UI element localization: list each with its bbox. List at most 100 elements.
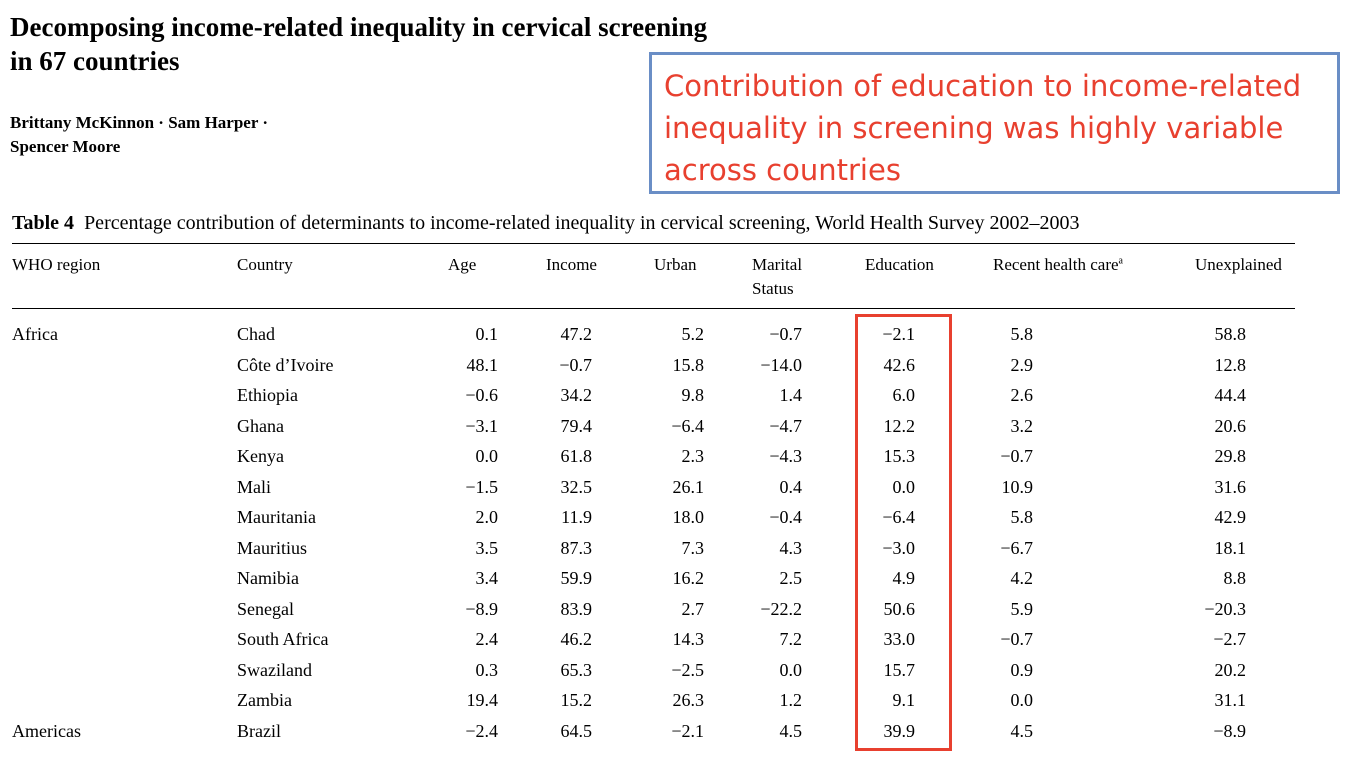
cell-country: Mali bbox=[237, 477, 271, 497]
cell-recent-care: 10.9 bbox=[1001, 477, 1034, 497]
cell-education: 15.3 bbox=[883, 446, 916, 466]
cell-marital: −4.3 bbox=[769, 446, 802, 466]
cell-unexplained: 12.8 bbox=[1214, 355, 1247, 375]
cell-education: 39.9 bbox=[883, 721, 916, 741]
footnote-marker: a bbox=[1118, 255, 1123, 267]
cell-country: Côte d’Ivoire bbox=[237, 355, 334, 375]
cell-country: Ghana bbox=[237, 416, 284, 436]
cell-age: 0.1 bbox=[475, 324, 499, 344]
table-top-rule bbox=[12, 243, 1295, 244]
paper-title-line1: Decomposing income-related inequality in… bbox=[10, 12, 708, 42]
cell-recent-care: 0.9 bbox=[1010, 660, 1034, 680]
education-column-highlight bbox=[855, 314, 952, 751]
cell-income: 32.5 bbox=[560, 477, 593, 497]
cell-unexplained: 58.8 bbox=[1214, 324, 1247, 344]
cell-unexplained: −2.7 bbox=[1213, 629, 1246, 649]
cell-urban: 5.2 bbox=[681, 324, 705, 344]
cell-age: 0.0 bbox=[475, 446, 499, 466]
cell-income: 83.9 bbox=[560, 599, 593, 619]
cell-marital: −14.0 bbox=[760, 355, 802, 375]
cell-age: −8.9 bbox=[465, 599, 498, 619]
header-who-region: WHO region bbox=[12, 255, 101, 274]
cell-urban: 15.8 bbox=[672, 355, 705, 375]
cell-marital: −22.2 bbox=[760, 599, 802, 619]
cell-marital: 7.2 bbox=[779, 629, 803, 649]
cell-income: 87.3 bbox=[560, 538, 593, 558]
cell-marital: 0.4 bbox=[779, 477, 803, 497]
cell-unexplained: 31.6 bbox=[1214, 477, 1247, 497]
table-header-rule bbox=[12, 308, 1295, 309]
cell-income: 64.5 bbox=[560, 721, 593, 741]
cell-recent-care: 2.6 bbox=[1010, 385, 1034, 405]
cell-marital: 1.4 bbox=[779, 385, 803, 405]
cell-age: 2.0 bbox=[475, 507, 499, 527]
cell-income: 65.3 bbox=[560, 660, 593, 680]
annotation-callout: Contribution of education to income-rela… bbox=[649, 52, 1340, 194]
cell-unexplained: 20.6 bbox=[1214, 416, 1247, 436]
cell-unexplained: 20.2 bbox=[1214, 660, 1247, 680]
cell-age: −1.5 bbox=[465, 477, 498, 497]
header-marital-line2: Status bbox=[752, 279, 794, 298]
cell-urban: 2.3 bbox=[681, 446, 705, 466]
cell-education: 0.0 bbox=[892, 477, 916, 497]
cell-income: 46.2 bbox=[560, 629, 593, 649]
cell-age: 48.1 bbox=[466, 355, 499, 375]
header-marital-line1: Marital bbox=[752, 255, 803, 274]
cell-country: Kenya bbox=[237, 446, 284, 466]
cell-education: 12.2 bbox=[883, 416, 916, 436]
cell-marital: 0.0 bbox=[779, 660, 803, 680]
header-recent-health-care: Recent health carea bbox=[993, 253, 1123, 277]
cell-education: −2.1 bbox=[882, 324, 915, 344]
cell-education: 15.7 bbox=[883, 660, 916, 680]
cell-income: 15.2 bbox=[560, 690, 593, 710]
cell-unexplained: 42.9 bbox=[1214, 507, 1247, 527]
cell-education: 33.0 bbox=[883, 629, 916, 649]
cell-marital: 1.2 bbox=[779, 690, 803, 710]
callout-line2: inequality in screening was highly varia… bbox=[664, 111, 1284, 145]
cell-income: 11.9 bbox=[561, 507, 592, 527]
cell-income: 61.8 bbox=[560, 446, 593, 466]
cell-urban: 26.1 bbox=[672, 477, 705, 497]
cell-education: 50.6 bbox=[883, 599, 916, 619]
cell-unexplained: 8.8 bbox=[1223, 568, 1247, 588]
cell-recent-care: 0.0 bbox=[1010, 690, 1034, 710]
cell-marital: 4.5 bbox=[779, 721, 803, 741]
cell-region: Americas bbox=[12, 721, 81, 741]
cell-income: 79.4 bbox=[560, 416, 593, 436]
cell-education: 9.1 bbox=[892, 690, 916, 710]
header-income: Income bbox=[546, 255, 597, 274]
paper-title-line2: in 67 countries bbox=[10, 46, 180, 76]
header-urban: Urban bbox=[654, 255, 697, 274]
cell-education: 4.9 bbox=[892, 568, 916, 588]
cell-education: 42.6 bbox=[883, 355, 916, 375]
cell-recent-care: 5.8 bbox=[1010, 507, 1034, 527]
cell-age: −0.6 bbox=[465, 385, 498, 405]
author-list: Brittany McKinnon · Sam Harper · Spencer… bbox=[10, 111, 268, 159]
cell-country: Zambia bbox=[237, 690, 292, 710]
cell-recent-care: 4.5 bbox=[1010, 721, 1034, 741]
cell-country: Namibia bbox=[237, 568, 299, 588]
cell-country: Brazil bbox=[237, 721, 281, 741]
callout-line1: Contribution of education to income-rela… bbox=[664, 69, 1302, 103]
cell-marital: −0.4 bbox=[769, 507, 802, 527]
paper-title: Decomposing income-related inequality in… bbox=[10, 10, 707, 78]
authors-line2: Spencer Moore bbox=[10, 137, 121, 156]
cell-age: −2.4 bbox=[465, 721, 498, 741]
cell-marital: −0.7 bbox=[769, 324, 802, 344]
cell-age: 19.4 bbox=[466, 690, 499, 710]
cell-country: Swaziland bbox=[237, 660, 312, 680]
cell-urban: 18.0 bbox=[672, 507, 705, 527]
cell-unexplained: −20.3 bbox=[1204, 599, 1246, 619]
cell-education: −3.0 bbox=[882, 538, 915, 558]
cell-recent-care: −0.7 bbox=[1000, 446, 1033, 466]
cell-urban: −6.4 bbox=[671, 416, 704, 436]
cell-country: Chad bbox=[237, 324, 275, 344]
table-caption: Table 4 Percentage contribution of deter… bbox=[12, 210, 1080, 236]
cell-country: Ethiopia bbox=[237, 385, 298, 405]
cell-age: 3.5 bbox=[475, 538, 499, 558]
cell-country: South Africa bbox=[237, 629, 329, 649]
cell-country: Senegal bbox=[237, 599, 294, 619]
cell-marital: −4.7 bbox=[769, 416, 802, 436]
cell-country: Mauritania bbox=[237, 507, 316, 527]
cell-unexplained: 44.4 bbox=[1214, 385, 1247, 405]
